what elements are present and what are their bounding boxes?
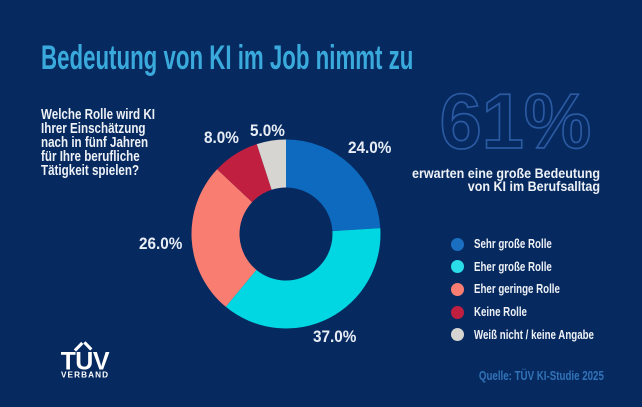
svg-text:VERBAND: VERBAND (61, 371, 109, 380)
svg-text:TUV: TUV (61, 348, 110, 376)
